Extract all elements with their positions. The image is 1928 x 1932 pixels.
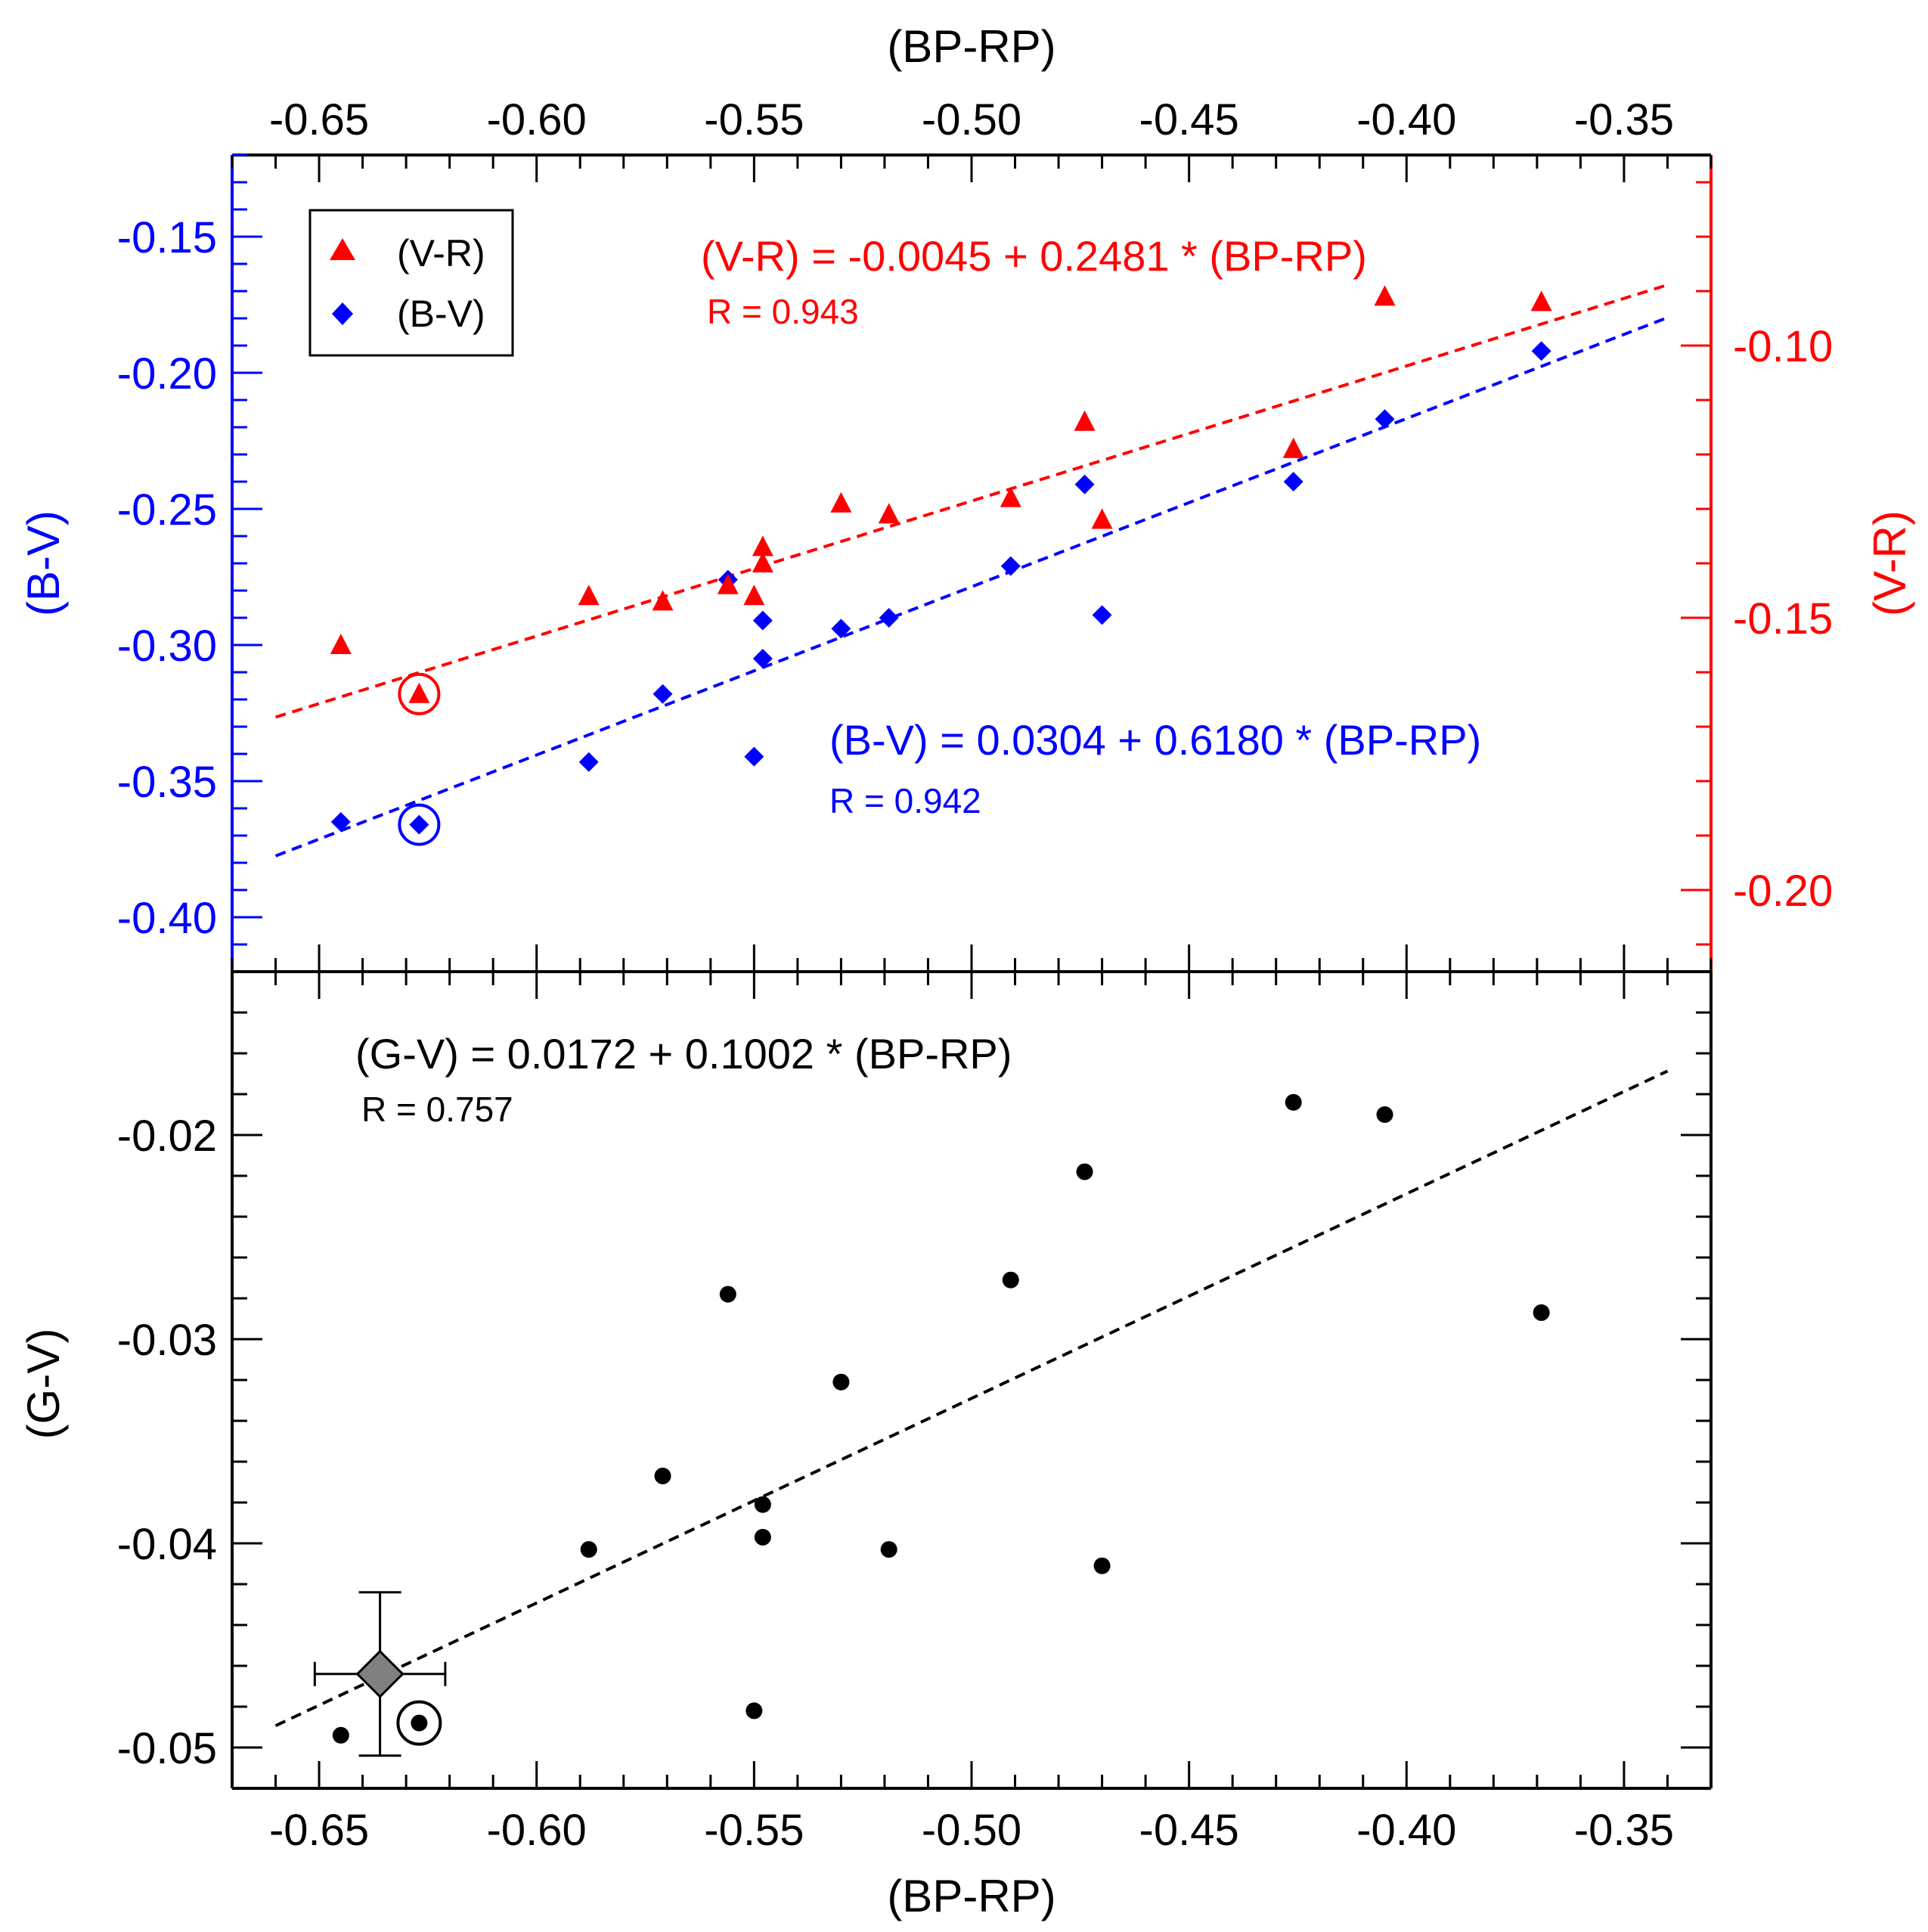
top-x-tick-label: -0.50 xyxy=(922,95,1021,144)
bottom-x-tick-label: -0.40 xyxy=(1356,1806,1456,1855)
gv-data-point xyxy=(881,1541,897,1558)
bottom-x-tick-label: -0.60 xyxy=(487,1806,587,1855)
gv-data-point xyxy=(832,1374,849,1391)
gv-data-point xyxy=(745,1702,762,1719)
gv-fit-equation: (G-V) = 0.0172 + 0.1002 * (BP-RP) xyxy=(355,1030,1012,1078)
legend-label-vr: (V-R) xyxy=(397,232,485,274)
gv-data-point xyxy=(1377,1106,1393,1123)
top-x-tick-label: -0.65 xyxy=(269,95,369,144)
gv-data-point xyxy=(1003,1272,1019,1289)
gv-data-point xyxy=(581,1541,597,1558)
bottom-y-tick-label: -0.03 xyxy=(117,1316,217,1365)
bottom-y-tick-label: -0.02 xyxy=(117,1112,217,1161)
gv-data-point xyxy=(655,1468,671,1484)
bottom-x-tick-label: -0.65 xyxy=(269,1806,369,1855)
bottom-x-axis-title: (BP-RP) xyxy=(887,1871,1055,1921)
chart-background xyxy=(0,0,1928,1928)
bottom-x-tick-label: -0.45 xyxy=(1139,1806,1239,1855)
gv-data-point xyxy=(720,1286,736,1303)
bottom-y-tick-label: -0.05 xyxy=(117,1724,217,1773)
bottom-x-tick-label: -0.55 xyxy=(704,1806,804,1855)
gv-data-point xyxy=(333,1727,349,1744)
vr-fit-equation: (V-R) = -0.0045 + 0.2481 * (BP-RP) xyxy=(701,232,1367,280)
right-y-tick-label: -0.15 xyxy=(1733,594,1833,643)
legend-label-bv: (B-V) xyxy=(397,293,485,335)
right-y-tick-label: -0.10 xyxy=(1733,322,1833,371)
top-x-tick-label: -0.55 xyxy=(704,95,804,144)
gv-data-point xyxy=(1285,1094,1302,1111)
legend: (V-R) (B-V) xyxy=(310,210,513,355)
top-x-tick-label: -0.35 xyxy=(1574,95,1674,144)
top-x-tick-label: -0.40 xyxy=(1356,95,1456,144)
chart-svg: (BP-RP) -0.65 -0.60 -0.55 -0.50 -0.45 -0.40 -0… xyxy=(0,0,1928,1928)
gv-data-point xyxy=(1077,1164,1093,1180)
bottom-x-tick-label: -0.50 xyxy=(922,1806,1021,1855)
gv-data-point xyxy=(755,1529,771,1546)
right-y-tick-label: -0.20 xyxy=(1733,867,1833,916)
left-y-tick-label: -0.20 xyxy=(117,349,217,398)
bottom-y-axis-title: (G-V) xyxy=(18,1329,69,1440)
top-x-tick-label: -0.60 xyxy=(487,95,587,144)
left-y-tick-label: -0.15 xyxy=(117,213,217,262)
gv-data-point xyxy=(1533,1304,1550,1321)
left-y-tick-label: -0.30 xyxy=(117,622,217,671)
right-y-axis-title: (V-R) xyxy=(1864,510,1915,616)
top-x-tick-label: -0.45 xyxy=(1139,95,1239,144)
left-y-axis-title: (B-V) xyxy=(18,510,69,616)
bv-fit-equation: (B-V) = 0.0304 + 0.6180 * (BP-RP) xyxy=(829,716,1481,764)
vr-fit-r-value: R = 0.943 xyxy=(707,292,859,331)
bottom-y-tick-label: -0.04 xyxy=(117,1520,217,1569)
left-y-tick-label: -0.25 xyxy=(117,485,217,535)
bottom-x-tick-label: -0.35 xyxy=(1574,1806,1674,1855)
gv-fit-r-value: R = 0.757 xyxy=(361,1090,513,1129)
top-x-axis-title: (BP-RP) xyxy=(887,21,1055,72)
left-y-tick-label: -0.40 xyxy=(117,894,217,943)
gv-data-point xyxy=(755,1496,771,1513)
chart-figure: (BP-RP) -0.65 -0.60 -0.55 -0.50 -0.45 -0.40 -0… xyxy=(0,0,1928,1928)
gv-data-point xyxy=(411,1715,427,1732)
left-y-tick-label: -0.35 xyxy=(117,758,217,807)
bv-fit-r-value: R = 0.942 xyxy=(829,781,981,820)
gv-data-point xyxy=(1094,1558,1111,1574)
